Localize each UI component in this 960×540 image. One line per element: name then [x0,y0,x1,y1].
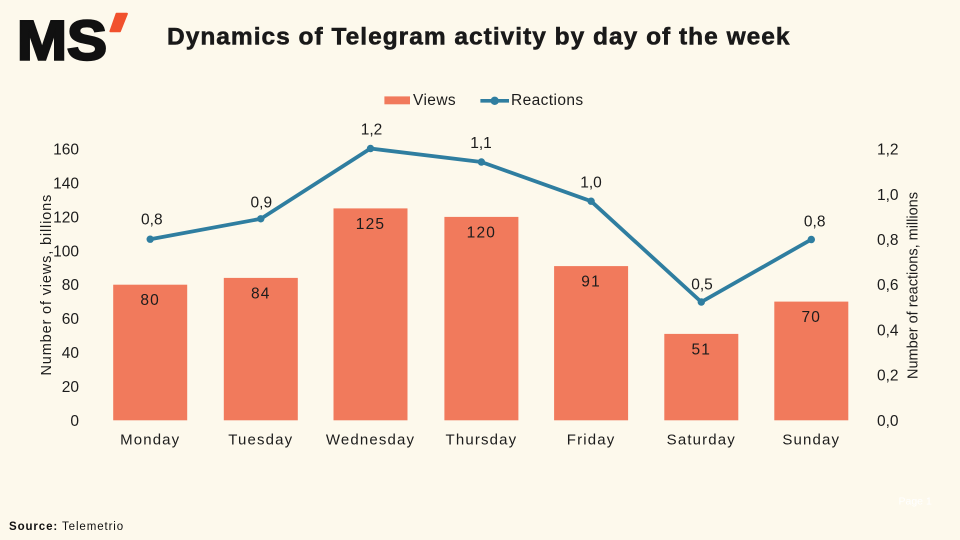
svg-text:91: 91 [581,274,601,291]
svg-text:Monday: Monday [120,432,180,449]
svg-text:Friday: Friday [567,432,616,449]
svg-text:0,6: 0,6 [877,277,899,294]
svg-text:100: 100 [53,243,79,260]
svg-text:Thursday: Thursday [446,432,518,449]
svg-text:Tuesday: Tuesday [228,432,293,449]
svg-text:Number of views, billions: Number of views, billions [39,194,55,376]
svg-text:20: 20 [62,379,80,396]
svg-text:0,2: 0,2 [877,368,899,385]
svg-text:Dynamics of Telegram activity: Dynamics of Telegram activity by day of … [167,24,791,51]
svg-text:140: 140 [53,176,79,193]
svg-text:1,0: 1,0 [580,175,602,192]
svg-text:0,4: 0,4 [877,322,899,339]
svg-text:Number of reactions, millions: Number of reactions, millions [906,192,922,379]
svg-text:0,0: 0,0 [877,413,899,430]
svg-text:70: 70 [801,309,821,326]
svg-text:MS: MS [17,9,107,72]
svg-text:1,2: 1,2 [361,122,383,139]
svg-text:80: 80 [62,277,80,294]
svg-text:0,9: 0,9 [251,195,273,212]
svg-text:80: 80 [140,292,160,309]
svg-text:Wednesday: Wednesday [326,432,415,449]
svg-text:160: 160 [53,142,79,159]
svg-text:Reactions: Reactions [511,92,584,109]
svg-text:120: 120 [467,224,496,241]
svg-text:125: 125 [356,216,385,233]
svg-text:1,2: 1,2 [877,142,899,159]
svg-text:Views: Views [413,92,456,109]
svg-text:0: 0 [70,413,79,430]
svg-text:60: 60 [62,311,80,328]
svg-text:51: 51 [691,341,711,358]
svg-text:0,8: 0,8 [877,232,899,249]
svg-text:Saturday: Saturday [667,432,736,449]
svg-text:Sunday: Sunday [782,432,840,449]
svg-text:Page 1: Page 1 [899,496,932,508]
svg-text:Source: Telemetrio: Source: Telemetrio [9,521,124,533]
svg-text:40: 40 [62,345,80,362]
svg-text:84: 84 [251,285,271,302]
svg-text:120: 120 [53,209,79,226]
svg-text:1,0: 1,0 [877,187,899,204]
svg-text:0,5: 0,5 [691,277,713,294]
svg-text:1,1: 1,1 [470,135,492,152]
svg-text:0,8: 0,8 [141,212,163,229]
svg-text:0,8: 0,8 [804,214,826,231]
